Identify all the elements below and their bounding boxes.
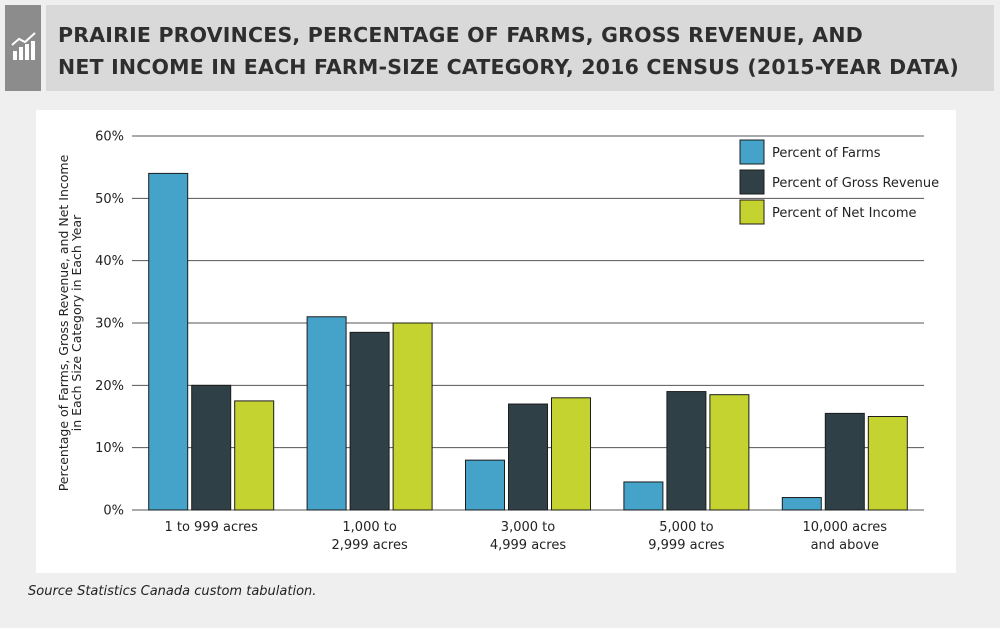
y-tick-label: 30%	[95, 317, 124, 332]
bar	[781, 497, 822, 511]
chart-title-line-2: NET INCOME IN EACH FARM-SIZE CATEGORY, 2…	[58, 55, 959, 79]
bar	[551, 397, 591, 511]
bar	[349, 331, 390, 511]
chart-panel: 0% 10% 20% 30% 40% 50% 60% Percentage of Farms,…	[36, 110, 956, 573]
x-category-label: 10,000 acres	[803, 520, 888, 535]
x-category-label: 2,999 acres	[331, 538, 408, 553]
x-category-label: 1,000 to	[342, 520, 396, 535]
x-category-label: and above	[811, 538, 879, 553]
chart-title-line-1: PRAIRIE PROVINCES, PERCENTAGE OF FARMS, …	[58, 23, 863, 47]
source-note: Source Statistics Canada custom tabulati…	[28, 584, 317, 599]
bar	[465, 459, 505, 511]
rising-chart-icon	[11, 32, 36, 60]
bar-chart: 0% 10% 20% 30% 40% 50% 60% Percentage of Farms,…	[56, 130, 939, 554]
bar	[623, 481, 664, 511]
legend-swatch	[739, 199, 765, 225]
bar	[306, 316, 347, 511]
x-category-label: 5,000 to	[659, 520, 713, 535]
y-axis-title: Percentage of Farms, Gross Revenue, and …	[56, 154, 84, 491]
y-tick-label: 10%	[95, 441, 124, 456]
x-category-label: 1 to 999 acres	[164, 520, 258, 535]
y-tick-label: 60%	[95, 130, 124, 145]
y-tick-label: 40%	[95, 254, 124, 269]
y-tick-label: 50%	[95, 192, 124, 207]
bar	[148, 172, 189, 511]
x-category-label: 3,000 to	[501, 520, 555, 535]
bar	[392, 322, 433, 511]
bar	[666, 391, 707, 511]
legend-label: Percent of Farms	[772, 146, 881, 161]
bar	[824, 412, 865, 511]
legend-label: Percent of Net Income	[772, 206, 917, 221]
y-tick-label: 0%	[103, 504, 124, 519]
bar	[508, 403, 548, 511]
y-tick-label: 20%	[95, 379, 124, 394]
chart-title-banner: PRAIRIE PROVINCES, PERCENTAGE OF FARMS, …	[46, 5, 994, 91]
bar	[867, 416, 908, 511]
x-category-label: 4,999 acres	[490, 538, 567, 553]
x-category-label: 9,999 acres	[648, 538, 725, 553]
legend-swatch	[739, 169, 765, 195]
legend-swatch	[739, 139, 765, 165]
bar	[709, 394, 750, 511]
legend-label: Percent of Gross Revenue	[772, 176, 939, 191]
bar	[234, 400, 275, 511]
header-icon-box	[5, 5, 41, 91]
bar	[191, 384, 232, 511]
